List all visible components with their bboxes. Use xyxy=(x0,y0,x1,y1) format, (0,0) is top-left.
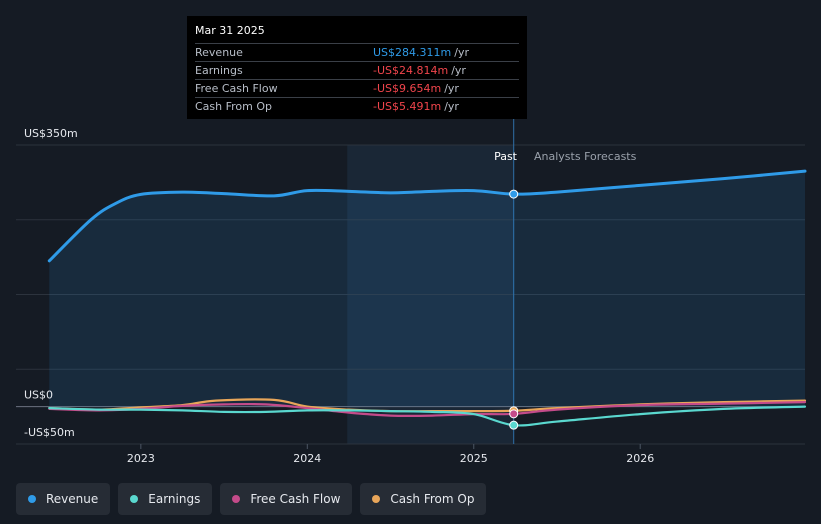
tooltip-label: Earnings xyxy=(195,64,243,77)
y-tick-label: -US$50m xyxy=(24,426,75,439)
earnings-marker xyxy=(509,420,519,430)
tooltip-date: Mar 31 2025 xyxy=(195,24,265,37)
tooltip-row-earnings: Earnings -US$24.814m /yr xyxy=(195,61,519,79)
legend-label: Earnings xyxy=(148,492,201,506)
region-labels: Past Analysts Forecasts xyxy=(494,150,637,163)
tooltip-value: -US$5.491m xyxy=(373,100,442,113)
x-tick-label: 2025 xyxy=(460,452,488,465)
x-tick-label: 2026 xyxy=(626,452,654,465)
legend-dot-icon xyxy=(232,495,241,503)
series-lines xyxy=(47,169,807,427)
legend-dot-icon xyxy=(28,495,36,503)
earnings-line xyxy=(48,405,807,427)
tooltip-value: -US$9.654m xyxy=(373,82,442,95)
revenue-marker xyxy=(509,189,519,199)
legend-dot-icon xyxy=(372,495,381,503)
revenue-line xyxy=(47,169,807,263)
revenue-area-fill xyxy=(49,171,805,407)
free-cash-flow-marker xyxy=(509,409,519,419)
tooltip-rows: Revenue US$284.311m /yr Earnings -US$24.… xyxy=(195,43,519,115)
tooltip-value: -US$24.814m xyxy=(373,64,449,77)
tooltip-unit: /yr xyxy=(451,64,466,77)
legend-item-cash-from-op[interactable]: Cash From Op xyxy=(360,483,487,515)
x-axis-labels: 2023 2024 2025 2026 xyxy=(127,444,654,465)
tooltip-row-revenue: Revenue US$284.311m /yr xyxy=(195,43,519,61)
y-tick-label: US$350m xyxy=(24,127,78,140)
past-label: Past xyxy=(494,150,518,163)
legend: Revenue Earnings Free Cash Flow Cash Fro… xyxy=(16,483,487,515)
gridlines xyxy=(16,119,805,445)
tooltip: Mar 31 2025 Revenue US$284.311m /yr Earn… xyxy=(187,16,527,119)
tooltip-label: Revenue xyxy=(195,46,243,59)
legend-item-earnings[interactable]: Earnings xyxy=(118,483,213,515)
tooltip-label: Cash From Op xyxy=(195,100,273,113)
y-axis-labels: US$350m US$0 -US$50m xyxy=(24,127,78,439)
tooltip-unit: /yr xyxy=(444,100,459,113)
y-tick-label: US$0 xyxy=(24,389,53,402)
legend-label: Cash From Op xyxy=(390,492,475,506)
legend-item-free-cash-flow[interactable]: Free Cash Flow xyxy=(220,483,353,515)
free-cash-flow-line xyxy=(48,401,807,417)
legend-label: Revenue xyxy=(46,492,99,506)
tooltip-label: Free Cash Flow xyxy=(195,82,278,95)
tooltip-markers xyxy=(509,189,519,430)
x-tick-label: 2023 xyxy=(127,452,155,465)
tooltip-row-free-cash-flow: Free Cash Flow -US$9.654m /yr xyxy=(195,79,519,97)
revenue-area xyxy=(49,171,805,407)
analysts-forecasts-label: Analysts Forecasts xyxy=(534,150,637,163)
tooltip-unit: /yr xyxy=(444,82,459,95)
tooltip-row-cash-from-op: Cash From Op -US$5.491m /yr xyxy=(195,97,519,115)
tooltip-unit: /yr xyxy=(454,46,469,59)
legend-label: Free Cash Flow xyxy=(250,492,341,506)
legend-dot-icon xyxy=(130,495,139,503)
legend-item-revenue[interactable]: Revenue xyxy=(16,483,111,515)
tooltip-value: US$284.311m xyxy=(373,46,452,59)
x-tick-label: 2024 xyxy=(293,452,321,465)
